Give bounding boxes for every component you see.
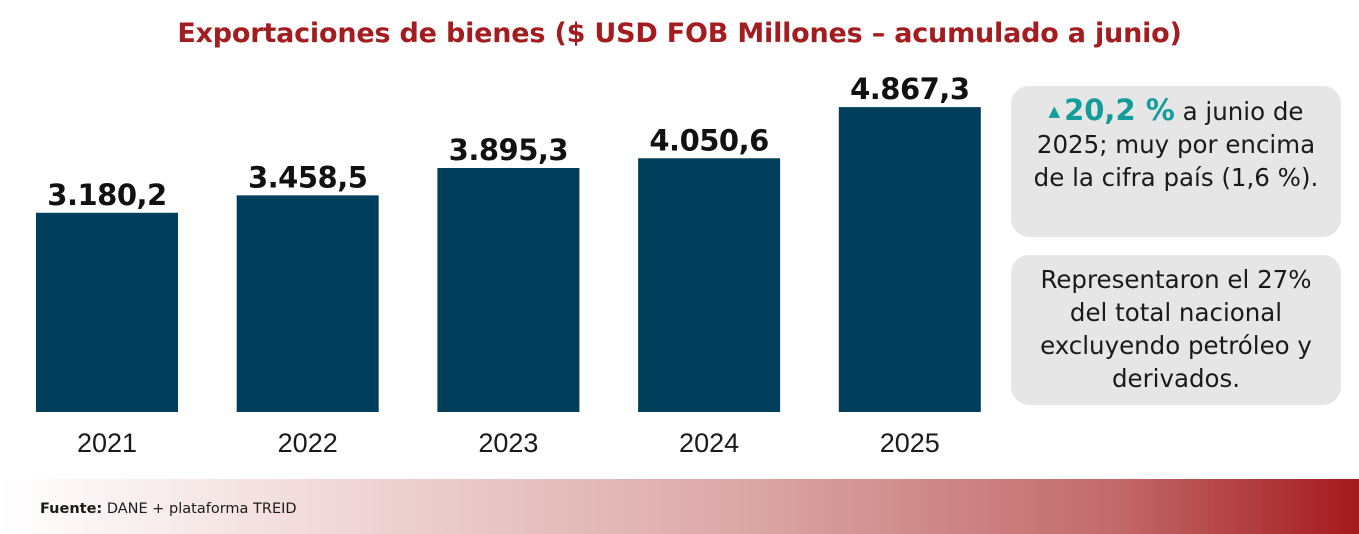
footer-band: Fuente: DANE + plataforma TREID [0,479,1359,534]
bar-value-label-2022: 3.458,5 [248,160,367,194]
bar-2023 [437,167,580,412]
x-tick-label-2023: 2023 [478,428,538,458]
bar-value-label-2025: 4.867,3 [850,72,969,106]
bar-chart: 3.180,2 2021 3.458,5 2022 3.895,3 2023 4.050,6… [36,72,981,458]
source-note: Fuente: DANE + plataforma TREID [40,501,297,517]
source-label: Fuente: [40,501,103,517]
bar-2022 [236,195,379,412]
growth-text: a junio de 2025; muy por encima de la ci… [1033,97,1319,192]
bar-value-label-2024: 4.050,6 [649,123,768,157]
bar-value-label-2021: 3.180,2 [47,178,166,212]
x-tick-label-2021: 2021 [77,428,137,458]
growth-callout: ▲ 20,2 % a junio de 2025; muy por encima … [1011,86,1341,237]
x-tick-label-2022: 2022 [278,428,338,458]
x-tick-label-2024: 2024 [679,428,739,458]
x-tick-label-2025: 2025 [880,428,940,458]
triangle-up-icon: ▲ [1048,102,1061,120]
growth-highlight: 20,2 % [1064,93,1175,127]
share-text: Representaron el 27% del total nacional … [1040,265,1312,393]
bar-2021 [36,212,178,412]
share-callout: Representaron el 27% del total nacional … [1011,255,1341,405]
bar-value-label-2023: 3.895,3 [449,133,568,167]
chart-title: Exportaciones de bienes ($ USD FOB Millo… [177,18,1182,49]
bar-2025 [838,107,981,412]
bar-2024 [638,158,781,412]
source-text: DANE + plataforma TREID [106,501,297,517]
